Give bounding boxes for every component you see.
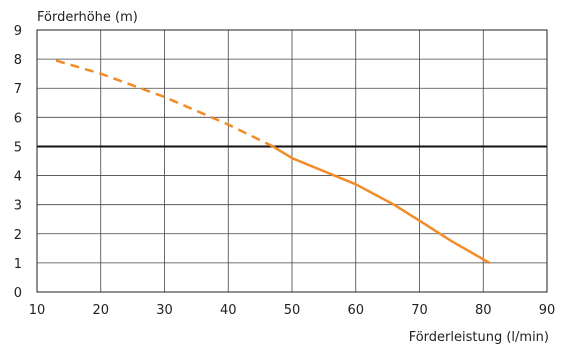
y-tick-label-7: 7 <box>14 82 22 97</box>
y-tick-label-5: 5 <box>14 140 22 155</box>
y-tick-label-3: 3 <box>14 199 22 214</box>
x-tick-label-10: 10 <box>29 303 46 318</box>
x-axis-title: Förderleistung (l/min) <box>409 330 549 345</box>
x-tick-label-30: 30 <box>156 303 173 318</box>
x-tick-label-40: 40 <box>220 303 237 318</box>
series-line-dashed <box>55 59 274 148</box>
x-tick-label-80: 80 <box>475 303 492 318</box>
series-line-solid <box>272 145 491 264</box>
y-tick-labels: 0 1 2 3 4 5 6 7 8 9 <box>14 24 22 301</box>
x-tick-label-90: 90 <box>539 303 556 318</box>
y-tick-label-1: 1 <box>14 257 22 272</box>
y-tick-label-6: 6 <box>14 111 22 126</box>
x-tick-label-20: 20 <box>92 303 109 318</box>
x-tick-labels: 10 20 30 40 50 60 70 80 90 <box>29 303 556 318</box>
data-series <box>55 59 491 264</box>
y-tick-label-2: 2 <box>14 228 22 243</box>
x-tick-label-70: 70 <box>411 303 428 318</box>
y-tick-label-0: 0 <box>14 286 22 301</box>
y-tick-label-4: 4 <box>14 170 22 185</box>
x-tick-label-50: 50 <box>284 303 301 318</box>
y-axis-title: Förderhöhe (m) <box>37 10 138 25</box>
grid-lines <box>36 29 548 293</box>
y-tick-label-8: 8 <box>14 53 22 68</box>
plot-frame <box>36 29 548 293</box>
x-tick-label-60: 60 <box>347 303 364 318</box>
y-tick-label-9: 9 <box>14 24 22 39</box>
